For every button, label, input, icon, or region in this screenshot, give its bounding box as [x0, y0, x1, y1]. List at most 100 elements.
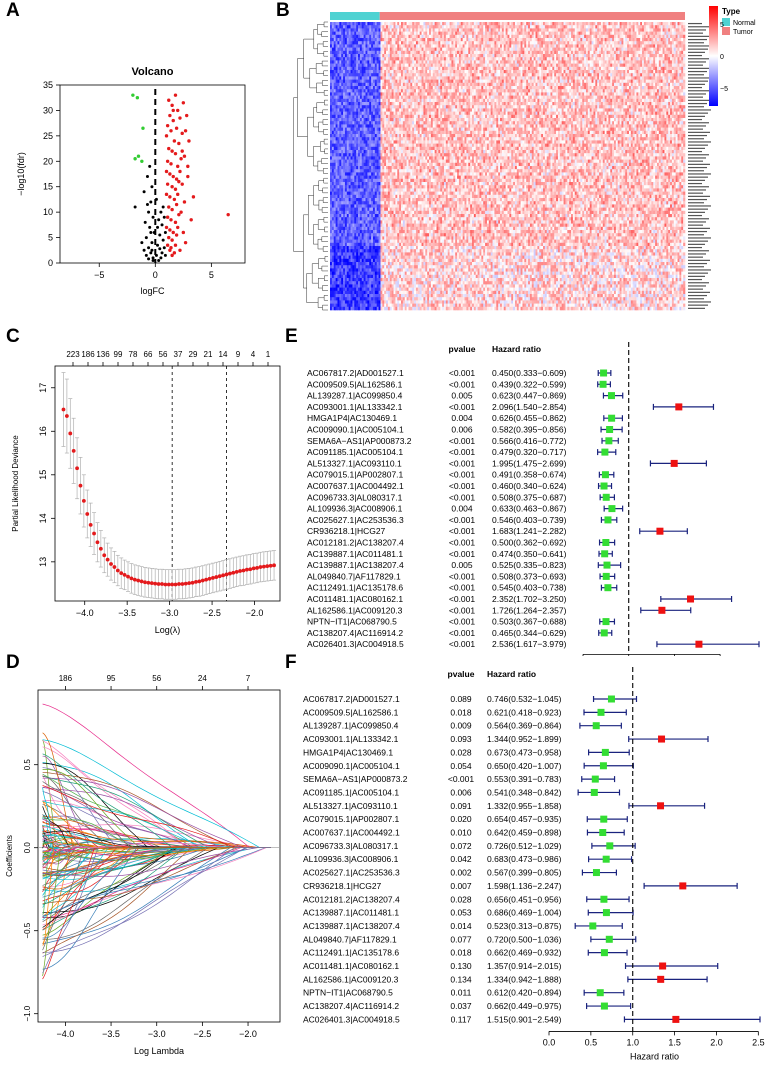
heatmap-cell — [487, 70, 489, 74]
volcano-point-up — [174, 244, 177, 247]
heatmap-cell — [623, 76, 625, 80]
heatmap-cell — [556, 41, 558, 45]
heatmap-cell — [468, 32, 470, 35]
heatmap-cell — [650, 48, 652, 52]
heatmap-cell — [337, 73, 339, 77]
heatmap-cell — [664, 73, 666, 77]
heatmap-cell — [629, 32, 631, 35]
heatmap-cell — [459, 41, 461, 45]
heatmap-cell — [440, 99, 442, 103]
heatmap-cell — [679, 67, 681, 71]
heatmap-cell — [494, 41, 496, 45]
heatmap-cell — [601, 96, 603, 100]
heatmap-cell — [341, 32, 343, 35]
heatmap-cell — [496, 25, 498, 29]
heatmap-cell — [625, 76, 627, 80]
heatmap-cell — [608, 89, 610, 93]
heatmap-cell — [373, 44, 375, 48]
heatmap-cell — [375, 51, 377, 55]
heatmap-cell — [612, 32, 614, 35]
heatmap-cell — [472, 92, 474, 96]
heatmap-cell — [610, 96, 612, 100]
heatmap-cell — [593, 25, 595, 29]
heatmap-cell — [657, 25, 659, 29]
heatmap-cell — [334, 38, 336, 42]
heatmap-cell — [487, 22, 489, 26]
heatmap-cell — [642, 57, 644, 61]
heatmap-cell — [592, 51, 594, 55]
heatmap-cell — [435, 80, 437, 84]
heatmap-cell — [360, 83, 362, 87]
heatmap-cell — [532, 22, 534, 26]
heatmap-cell — [607, 99, 609, 103]
heatmap-cell — [347, 25, 349, 29]
heatmap-cell — [330, 70, 332, 74]
heatmap-cell — [603, 64, 605, 68]
heatmap-cell — [504, 32, 506, 35]
heatmap-cell — [433, 99, 435, 103]
heatmap-cell — [420, 64, 422, 68]
heatmap-cell — [470, 70, 472, 74]
heatmap-cell — [579, 60, 581, 64]
heatmap-cell — [461, 48, 463, 52]
heatmap-cell — [442, 89, 444, 93]
heatmap-cell — [633, 57, 635, 61]
heatmap-cell — [552, 73, 554, 77]
heatmap-cell — [564, 38, 566, 42]
heatmap-cell — [405, 32, 407, 35]
heatmap-cell — [636, 51, 638, 55]
heatmap-cell — [648, 96, 650, 100]
heatmap-cell — [676, 28, 678, 32]
volcano-xtick-label: −5 — [94, 270, 104, 280]
heatmap-cell — [494, 28, 496, 32]
heatmap-cell — [524, 67, 526, 71]
heatmap-cell — [629, 51, 631, 55]
heatmap-cell — [620, 76, 622, 80]
heatmap-cell — [455, 48, 457, 52]
heatmap-cell — [485, 44, 487, 48]
heatmap-cell — [418, 38, 420, 42]
heatmap-cell — [592, 86, 594, 90]
heatmap-cell — [648, 32, 650, 35]
heatmap-cell — [549, 73, 551, 77]
heatmap-cell — [603, 54, 605, 58]
heatmap-cell — [517, 44, 519, 48]
heatmap-cell — [601, 48, 603, 52]
heatmap-cell — [394, 80, 396, 84]
heatmap-cell — [543, 64, 545, 68]
heatmap-cell — [666, 86, 668, 90]
heatmap-cell — [515, 67, 517, 71]
heatmap-cell — [509, 99, 511, 103]
heatmap-cell — [455, 41, 457, 45]
heatmap-cell — [465, 89, 467, 93]
heatmap-cell — [661, 32, 663, 35]
heatmap-cell — [502, 67, 504, 71]
heatmap-cell — [437, 32, 439, 35]
heatmap-cell — [636, 60, 638, 64]
heatmap-cell — [504, 67, 506, 71]
heatmap-cell — [530, 86, 532, 90]
heatmap-cell — [390, 92, 392, 96]
heatmap-cell — [618, 48, 620, 52]
heatmap-cell — [334, 70, 336, 74]
heatmap-cell — [485, 60, 487, 64]
heatmap-cell — [552, 35, 554, 39]
heatmap-cell — [448, 54, 450, 58]
heatmap-cell — [571, 60, 573, 64]
heatmap-cell — [474, 35, 476, 39]
heatmap-cell — [655, 76, 657, 80]
heatmap-cell — [562, 73, 564, 77]
heatmap-cell — [498, 89, 500, 93]
heatmap-cell — [360, 89, 362, 93]
heatmap-cell — [526, 51, 528, 55]
heatmap-cell — [457, 96, 459, 100]
volcano-point-down — [137, 155, 140, 158]
heatmap-cell — [567, 51, 569, 55]
heatmap-cell — [681, 80, 683, 84]
heatmap-cell — [674, 22, 676, 26]
heatmap-cell — [483, 76, 485, 80]
heatmap-cell — [554, 99, 556, 103]
heatmap-cell — [607, 32, 609, 35]
heatmap-cell — [509, 22, 511, 26]
heatmap-cell — [468, 48, 470, 52]
